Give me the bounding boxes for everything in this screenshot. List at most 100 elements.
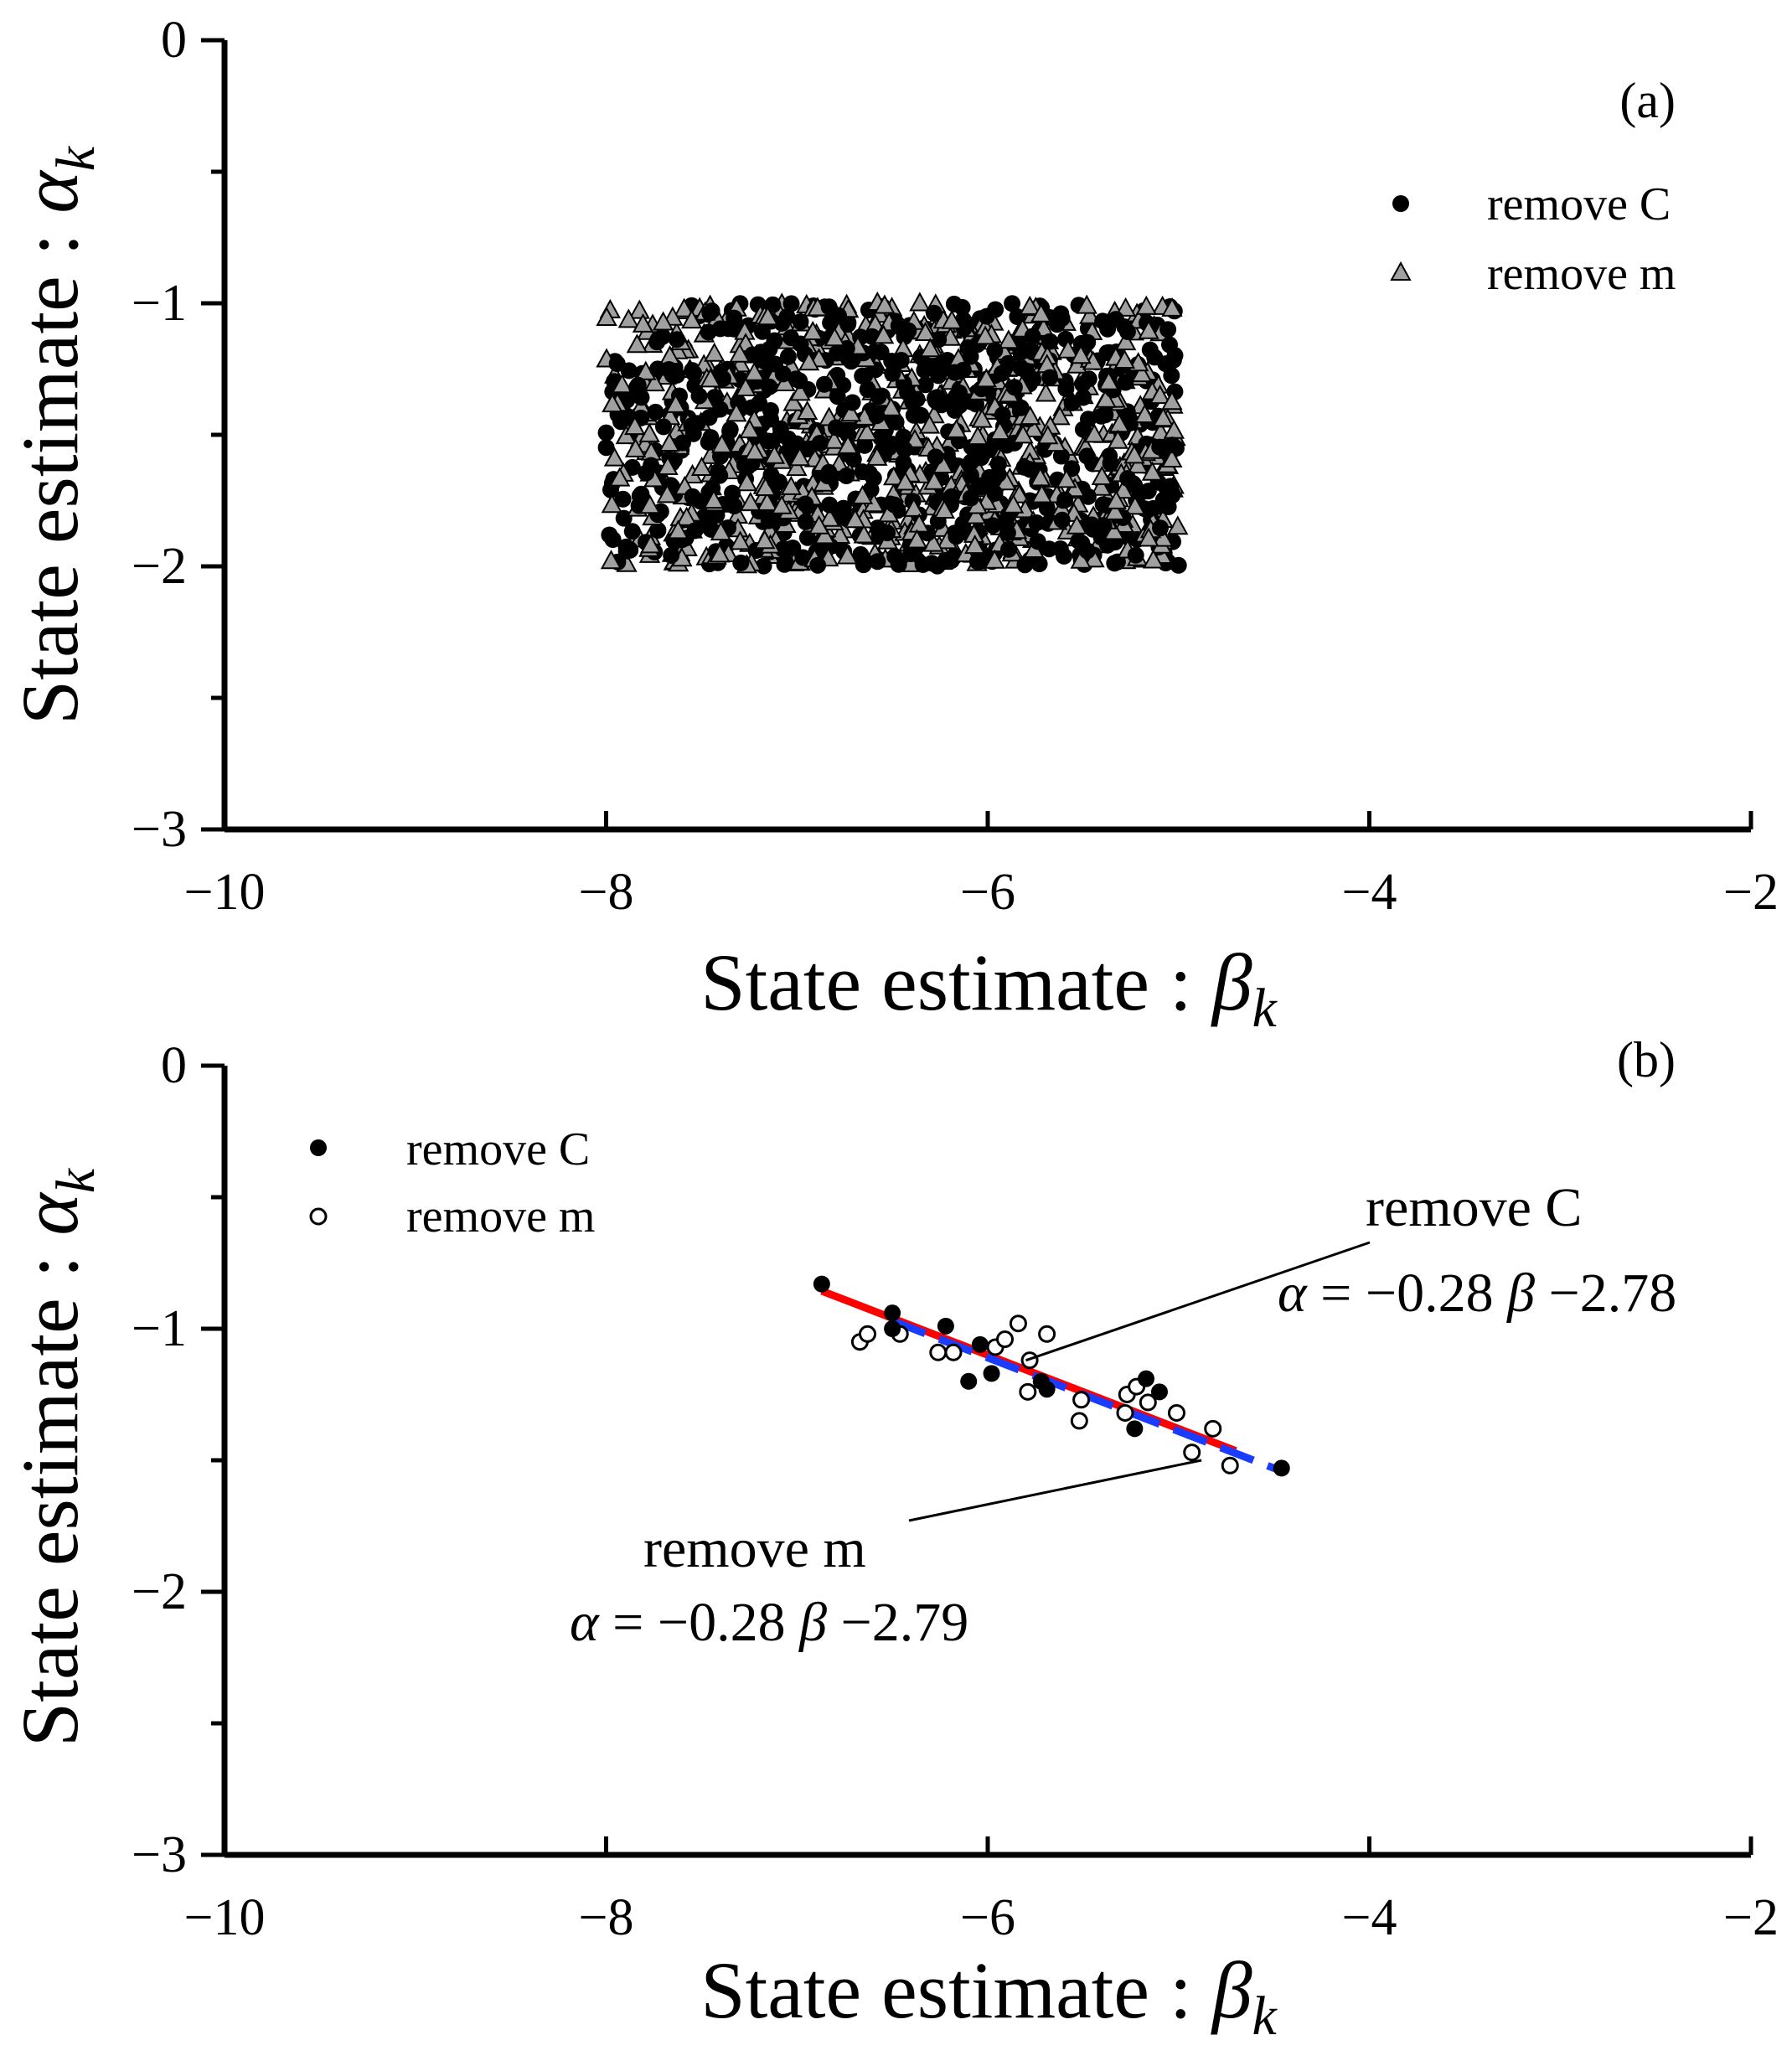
point-remove-m [729,343,751,363]
point-remove-c [828,419,844,436]
point-remove-m [874,294,896,314]
point-remove-m [1167,515,1189,535]
point-remove-m [700,368,721,388]
point-remove-m [813,524,836,545]
point-remove-c [1138,1370,1155,1387]
point-remove-m [652,311,674,331]
point-remove-c [928,557,946,575]
point-remove-c [886,548,904,566]
point-remove-c [1092,407,1110,425]
point-remove-m [1091,465,1113,485]
point-remove-m [945,418,968,438]
point-remove-m [1076,294,1097,314]
point-remove-c [649,522,667,539]
point-remove-m [872,324,895,344]
point-remove-c [983,1365,1000,1382]
legend-marker-remove-c [1392,195,1409,212]
point-remove-m [965,504,987,524]
point-remove-m [788,447,811,467]
legend-marker-remove-m [1390,261,1412,281]
point-remove-m [757,491,778,511]
annotation-remove-c-equation: α = −0.28 β −2.78 [1278,1263,1676,1324]
point-remove-c [597,424,615,442]
point-remove-m [1020,405,1041,426]
point-remove-m [1221,1456,1239,1475]
point-remove-c [663,546,680,564]
y-tick-label: 0 [161,1037,187,1094]
point-remove-c [1012,359,1030,376]
point-remove-c [649,360,666,378]
point-remove-m [603,447,626,467]
point-remove-m [1183,1444,1201,1462]
point-remove-m [763,444,786,464]
point-remove-m [1115,331,1137,351]
point-remove-c [896,441,913,458]
legend-label-remove-m: remove m [1487,248,1676,300]
x-tick-label: −4 [1342,1889,1397,1946]
x-tick-label: −6 [960,1889,1015,1946]
point-remove-c [973,447,991,464]
point-remove-c [811,435,829,452]
point-remove-c [1161,336,1178,354]
point-remove-m [681,309,703,329]
point-remove-c [1159,321,1177,338]
point-remove-m [903,497,925,517]
panel-b: −10 −8 −6 −4 −2 0 −1 −2 −3 (b) remove C remove m… [5,1032,1779,2047]
point-remove-c [953,298,971,316]
x-tick-label: −4 [1342,864,1397,921]
panel-b-x-axis-title: State estimate : βk [700,1945,1278,2047]
point-remove-m [611,374,633,394]
point-remove-m [929,1343,948,1361]
point-remove-c [1117,374,1134,391]
panel-b-points [813,1275,1290,1477]
legend-marker-remove-m [309,1207,328,1226]
point-remove-c [960,1372,978,1390]
point-remove-m [984,549,1005,569]
point-remove-c [986,484,1004,502]
point-remove-c [890,317,907,334]
x-tick-label: −8 [579,1889,634,1946]
point-remove-m [744,441,766,461]
point-remove-m [1135,295,1157,315]
x-tick-label: −6 [960,864,1015,921]
point-remove-c [816,375,833,393]
point-remove-m [844,509,866,529]
point-remove-c [690,387,708,405]
point-remove-m [909,292,931,312]
point-remove-m [856,421,878,442]
panel-a-ticks: −10 −8 −6 −4 −2 0 −1 −2 −3 [132,12,1779,921]
point-remove-c [984,517,1001,535]
point-remove-m [1097,370,1120,390]
point-remove-c [884,1304,901,1322]
x-tick-label: −10 [184,864,266,921]
point-remove-c [1102,454,1119,472]
point-remove-c [776,555,793,573]
point-remove-m [628,299,650,319]
point-remove-c [1038,499,1056,517]
point-remove-c [855,550,872,568]
point-remove-m [740,491,762,511]
point-remove-m [1143,549,1165,569]
point-remove-c [999,524,1016,542]
point-remove-m [933,498,955,519]
point-remove-c [649,331,667,349]
point-remove-m [657,455,679,475]
point-remove-c [820,298,838,316]
point-remove-m [1104,500,1126,520]
point-remove-m [1030,467,1051,487]
point-remove-m [1141,461,1164,481]
point-remove-c [761,378,778,395]
point-remove-c [597,439,615,457]
point-remove-c [1152,519,1169,537]
point-remove-m [626,333,648,354]
point-remove-m [786,457,808,477]
point-remove-m [1079,304,1101,324]
point-remove-c [1053,511,1071,529]
point-remove-c [978,307,995,325]
y-tick-label: −3 [132,1826,187,1883]
point-remove-c [854,367,871,385]
y-tick-label: −3 [132,801,187,858]
point-remove-c [766,332,783,349]
point-remove-c [834,499,852,517]
point-remove-c [1005,379,1023,396]
